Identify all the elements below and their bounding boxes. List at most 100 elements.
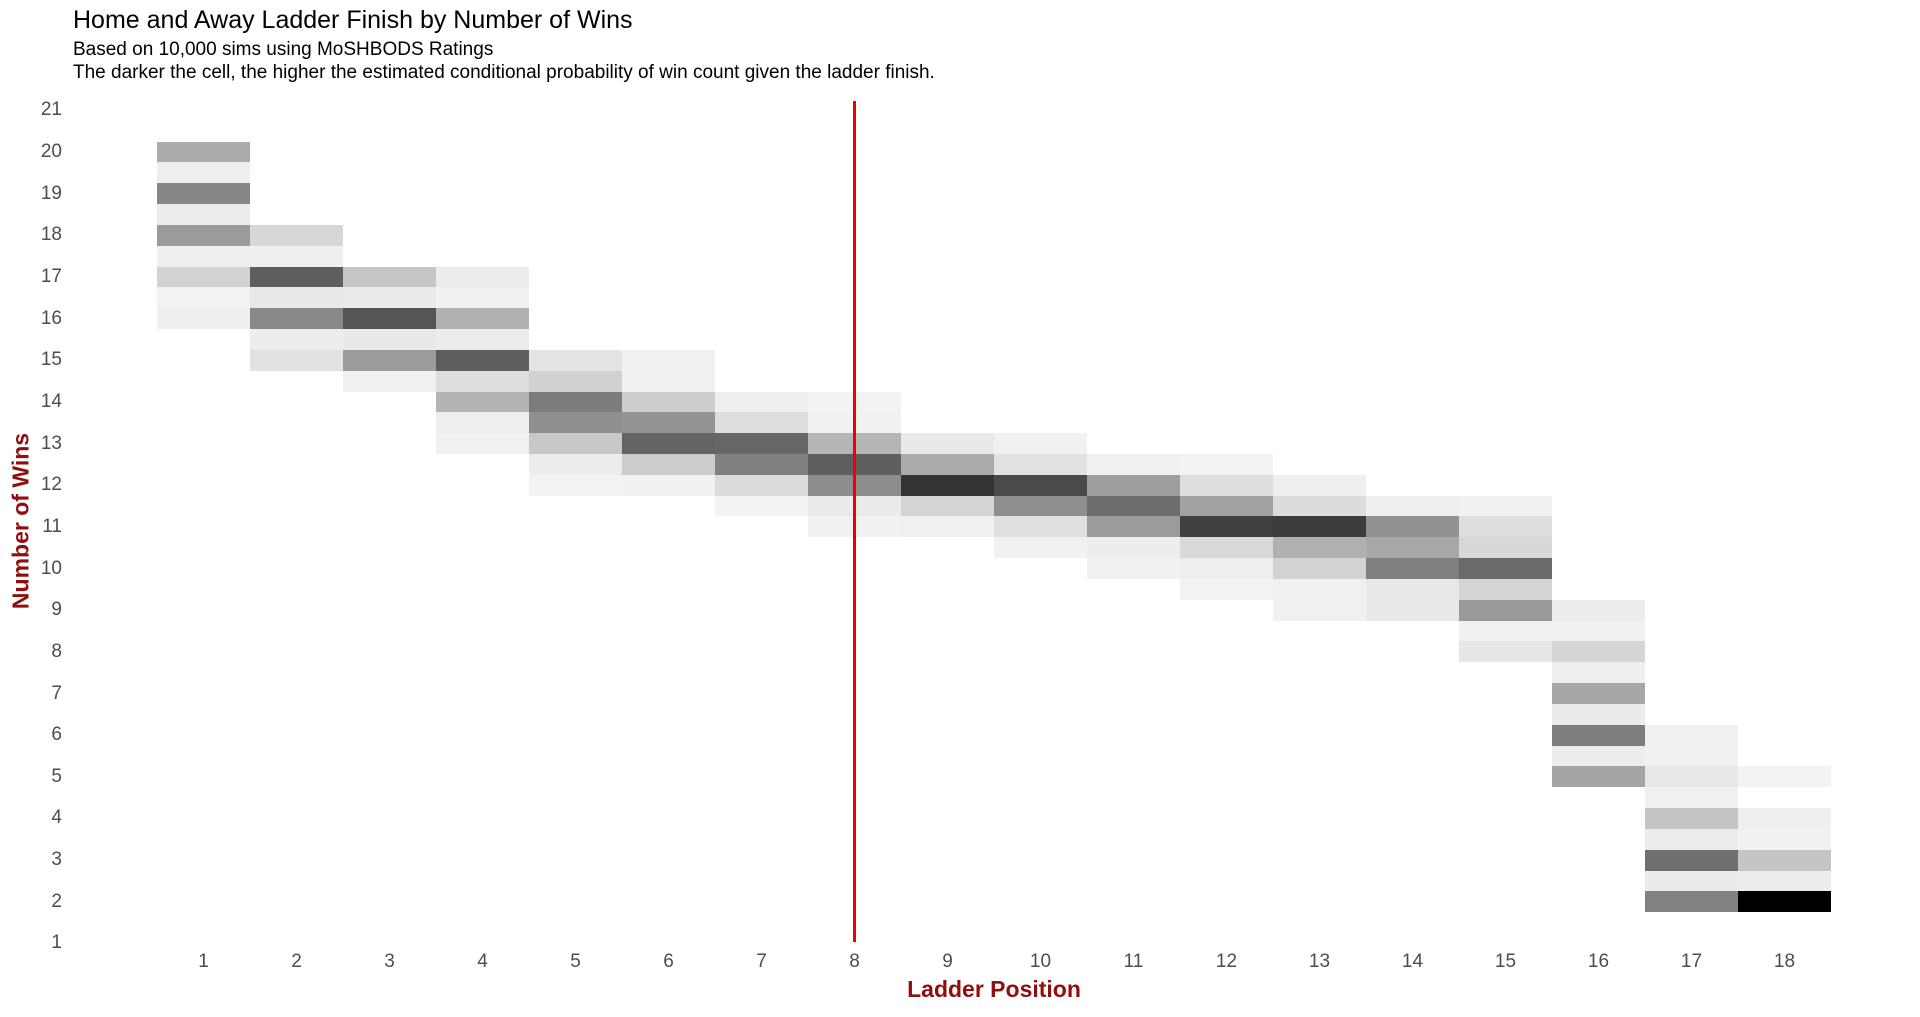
heatmap-cell (1645, 808, 1738, 829)
heatmap-cell (901, 516, 994, 538)
heatmap-cell (1645, 828, 1738, 850)
heatmap-cell (157, 287, 250, 309)
y-tick-label: 19 (40, 182, 62, 204)
heatmap-cell (1738, 891, 1831, 913)
heatmap-cell (1645, 849, 1738, 871)
y-tick-label: 8 (51, 640, 62, 662)
x-tick-label: 2 (291, 951, 302, 972)
heatmap-cell (1738, 828, 1831, 850)
heatmap-cell (250, 287, 343, 309)
heatmap-cell (1366, 537, 1459, 559)
heatmap-cell (1366, 578, 1459, 600)
heatmap-cell (994, 537, 1087, 559)
heatmap-cell (1180, 558, 1273, 579)
heatmap-cell (157, 162, 250, 184)
y-tick-label: 12 (40, 474, 62, 496)
heatmap-cell (436, 412, 529, 434)
heatmap-cell (157, 204, 250, 225)
y-tick-label: 5 (51, 765, 62, 787)
heatmap-cell (250, 245, 343, 267)
heatmap-cell (1645, 766, 1738, 788)
x-tick-label: 11 (1123, 951, 1144, 972)
x-tick-label: 18 (1773, 951, 1796, 972)
heatmap-cell (157, 308, 250, 330)
x-tick-label: 7 (756, 951, 767, 972)
heatmap-cell (715, 454, 808, 475)
heatmap-cell (622, 433, 715, 454)
heatmap-cell (1273, 558, 1366, 579)
heatmap-cell (1273, 537, 1366, 559)
heatmap-cell (436, 370, 529, 392)
heatmap-cell (436, 433, 529, 454)
heatmap-cell (529, 433, 622, 454)
y-tick-label: 9 (51, 599, 62, 621)
heatmap-cell (901, 433, 994, 454)
heatmap-cell (157, 141, 250, 163)
heatmap-cell (1738, 849, 1831, 871)
heatmap-cell (343, 287, 436, 309)
heatmap-cell (1180, 454, 1273, 475)
y-tick-label: 11 (42, 515, 62, 537)
heatmap-cell (1180, 578, 1273, 600)
heatmap-cell (250, 308, 343, 330)
y-tick-label: 1 (51, 932, 62, 954)
y-tick-label: 15 (40, 349, 62, 371)
y-tick-label: 17 (40, 266, 62, 287)
heatmap-cell (1552, 766, 1645, 788)
heatmap-cell (1645, 870, 1738, 892)
reference-line-position-8 (853, 101, 856, 942)
x-tick-label: 1 (198, 951, 209, 972)
heatmap-cell (1087, 537, 1180, 559)
heatmap-cell (715, 391, 808, 413)
heatmap-cell (1087, 558, 1180, 579)
y-tick-label: 10 (40, 557, 62, 579)
heatmap-cell (715, 433, 808, 454)
heatmap-cell (1459, 641, 1552, 663)
heatmap-cell (157, 224, 250, 246)
x-tick-label: 9 (942, 951, 953, 972)
heatmap-cell (157, 183, 250, 205)
heatmap-cell (343, 266, 436, 288)
x-tick-label: 10 (1029, 951, 1052, 972)
x-tick-label: 5 (570, 951, 581, 972)
heatmap-cell (1087, 454, 1180, 475)
heatmap-cell (1459, 516, 1552, 538)
heatmap-cell (1459, 599, 1552, 621)
heatmap-cell (250, 329, 343, 350)
heatmap-cell (1087, 474, 1180, 496)
heatmap-cell (622, 412, 715, 434)
x-tick-label: 15 (1494, 951, 1517, 972)
heatmap-cell (157, 245, 250, 267)
heatmap-cell (1273, 599, 1366, 621)
x-tick-label: 17 (1680, 951, 1703, 972)
heatmap-cell (436, 329, 529, 350)
heatmap-cell (1180, 474, 1273, 496)
heatmap-cell (1180, 537, 1273, 559)
heatmap-cell (250, 224, 343, 246)
heatmap-cell (901, 474, 994, 496)
heatmap-cell (622, 370, 715, 392)
heatmap-cell (994, 433, 1087, 454)
heatmap-cell (994, 454, 1087, 475)
heatmap-cell (1552, 599, 1645, 621)
heatmap-cell (1552, 641, 1645, 663)
heatmap-cell (994, 474, 1087, 496)
heatmap-cell (1273, 578, 1366, 600)
heatmap-cell (250, 349, 343, 371)
heatmap-cell (1273, 516, 1366, 538)
chart-title: Home and Away Ladder Finish by Number of… (73, 6, 633, 34)
heatmap-cell (622, 391, 715, 413)
heatmap-cell (1645, 787, 1738, 809)
heatmap-cell (622, 474, 715, 496)
heatmap-cell (529, 370, 622, 392)
heatmap-cell (901, 495, 994, 517)
heatmap-cell (1087, 516, 1180, 538)
heatmap-cell (436, 349, 529, 371)
heatmap-cell (622, 349, 715, 371)
heatmap-cell (1738, 808, 1831, 829)
heatmap-cell (1273, 495, 1366, 517)
heatmap-cell (250, 266, 343, 288)
x-tick-label: 8 (849, 951, 860, 972)
heatmap-cell (1366, 516, 1459, 538)
